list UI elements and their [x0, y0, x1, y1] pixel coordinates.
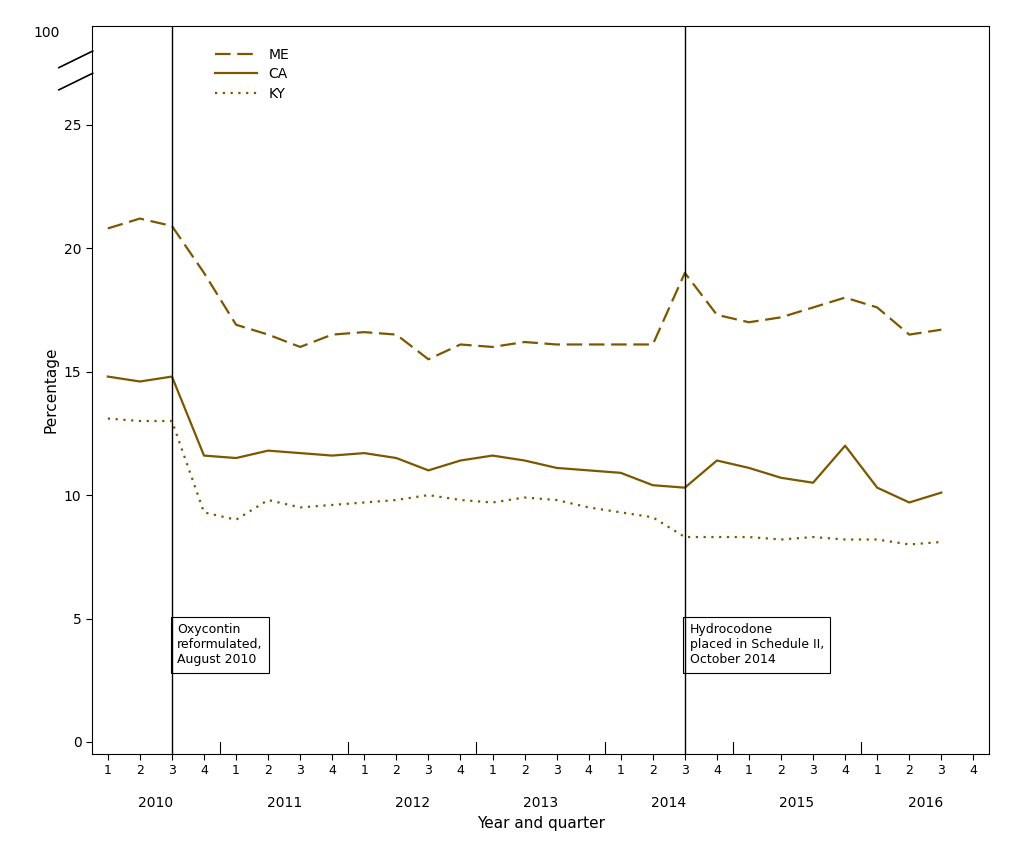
Text: 2014: 2014 [650, 796, 686, 811]
Text: Oxycontin
reformulated,
August 2010: Oxycontin reformulated, August 2010 [176, 623, 262, 667]
Text: 100: 100 [34, 26, 60, 41]
Legend: ME, CA, KY: ME, CA, KY [215, 48, 288, 101]
Y-axis label: Percentage: Percentage [43, 347, 58, 434]
X-axis label: Year and quarter: Year and quarter [476, 816, 604, 831]
Text: 2010: 2010 [139, 796, 173, 811]
Text: 2012: 2012 [394, 796, 430, 811]
Text: Hydrocodone
placed in Schedule II,
October 2014: Hydrocodone placed in Schedule II, Octob… [689, 623, 823, 667]
Text: 2015: 2015 [779, 796, 814, 811]
Text: 2016: 2016 [907, 796, 942, 811]
Text: 2011: 2011 [266, 796, 302, 811]
Text: 2013: 2013 [523, 796, 557, 811]
